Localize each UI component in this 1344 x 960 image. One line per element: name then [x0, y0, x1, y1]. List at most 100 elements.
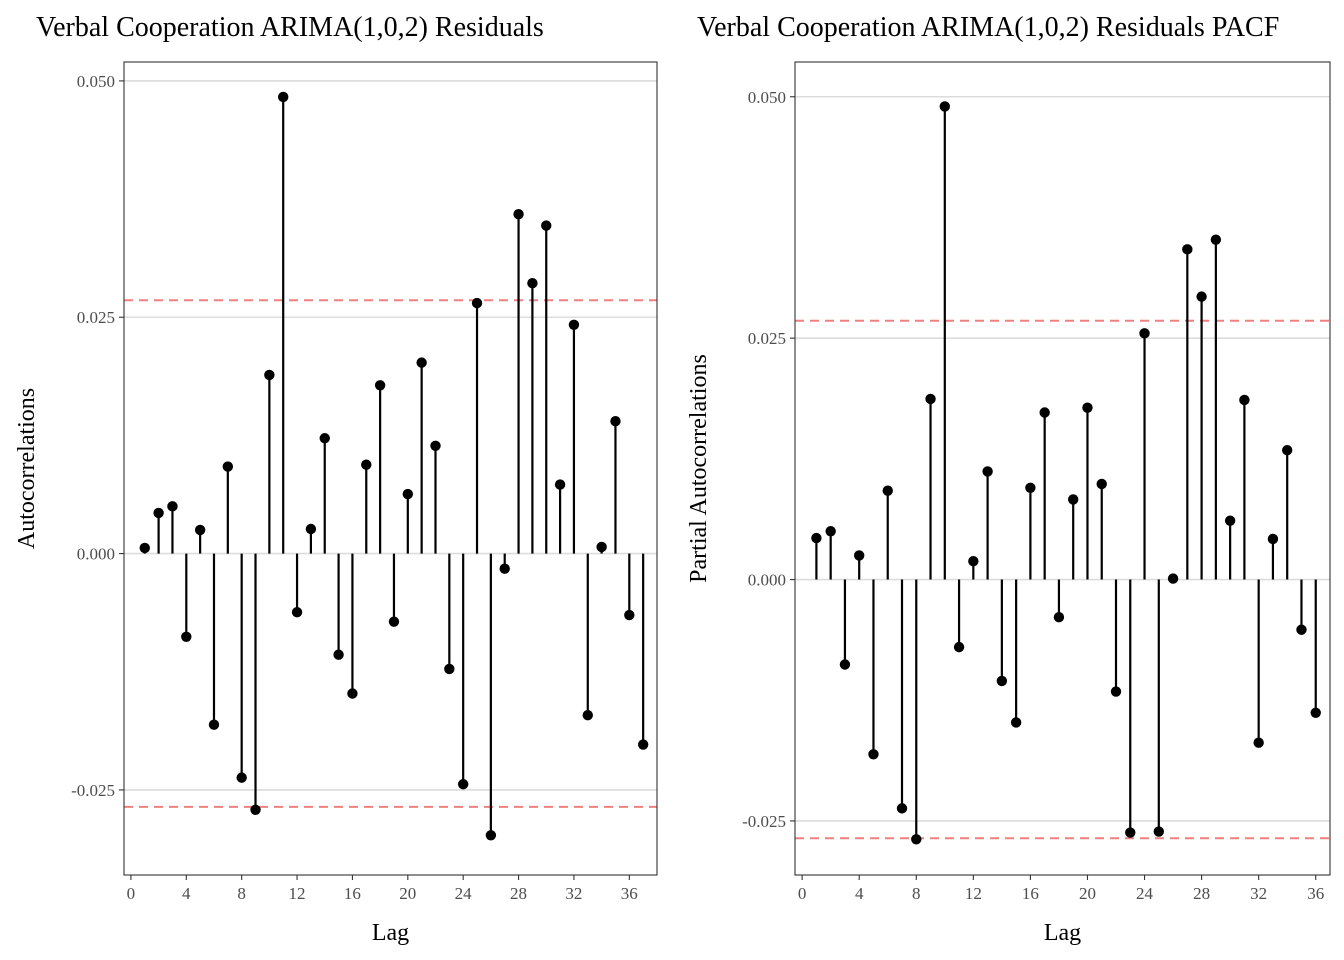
x-tick-label: 24: [455, 884, 473, 903]
point-lag-28: [513, 209, 524, 220]
point-lag-9: [925, 393, 936, 405]
x-tick-label: 4: [182, 884, 191, 903]
y-axis-title: Partial Autocorrelations: [686, 354, 712, 583]
point-lag-27: [1182, 244, 1193, 255]
point-lag-11: [278, 91, 289, 103]
point-lag-7: [896, 803, 908, 814]
x-axis-title: Lag: [372, 920, 409, 946]
x-tick-label: 32: [1250, 884, 1267, 903]
point-lag-19: [1068, 494, 1079, 505]
point-lag-16: [1025, 482, 1036, 494]
point-lag-21: [1096, 478, 1107, 490]
x-tick-label: 36: [1307, 884, 1324, 903]
point-lag-35: [610, 416, 621, 427]
x-axis-title: Lag: [1044, 920, 1081, 946]
point-lag-9: [250, 804, 261, 815]
x-tick-label: 16: [344, 884, 361, 903]
y-tick-label: -0.025: [71, 781, 115, 800]
x-tick-label: 28: [510, 884, 527, 903]
y-tick-label: 0.025: [77, 308, 115, 327]
point-lag-33: [1267, 533, 1279, 545]
point-lag-8: [236, 772, 247, 783]
point-lag-1: [811, 532, 822, 544]
chart-title: Verbal Cooperation ARIMA(1,0,2) Residual…: [697, 12, 1279, 43]
point-lag-22: [430, 440, 441, 452]
point-lag-15: [1010, 717, 1022, 728]
point-lag-8: [911, 834, 922, 845]
x-tick-label: 20: [1079, 884, 1096, 903]
point-lag-18: [1053, 611, 1065, 623]
point-lag-32: [1253, 737, 1264, 748]
plot-frame: [794, 61, 1331, 876]
point-lag-13: [305, 523, 317, 535]
point-lag-14: [319, 433, 330, 444]
point-lag-30: [541, 220, 552, 231]
point-lag-1: [139, 542, 150, 554]
point-lag-3: [167, 501, 178, 512]
x-tick-label: 28: [1193, 884, 1210, 903]
point-lag-36: [624, 609, 635, 621]
point-lag-13: [982, 466, 993, 477]
point-lag-15: [333, 649, 344, 660]
point-lag-16: [347, 688, 358, 699]
point-lag-29: [1210, 234, 1222, 245]
point-lag-36: [1310, 707, 1321, 718]
point-lag-35: [1296, 624, 1307, 635]
point-lag-25: [1153, 826, 1165, 837]
x-tick-label: 36: [621, 884, 638, 903]
x-tick-label: 16: [1022, 884, 1039, 903]
x-tick-label: 12: [965, 884, 982, 903]
point-lag-20: [1082, 402, 1093, 413]
point-lag-6: [208, 719, 220, 730]
point-lag-23: [1125, 827, 1136, 838]
point-lag-3: [839, 659, 851, 670]
point-lag-2: [153, 507, 164, 519]
x-tick-label: 32: [565, 884, 582, 903]
point-lag-34: [596, 541, 607, 553]
y-tick-label: 0.050: [748, 88, 786, 107]
x-tick-label: 0: [127, 884, 136, 903]
point-lag-12: [968, 555, 979, 567]
point-lag-4: [181, 631, 192, 642]
point-lag-28: [1196, 291, 1207, 302]
y-tick-label: 0.025: [748, 329, 786, 348]
x-tick-label: 20: [399, 884, 416, 903]
x-tick-label: 8: [237, 884, 246, 903]
point-lag-31: [1239, 394, 1250, 406]
point-lag-2: [825, 526, 836, 537]
point-lag-30: [1224, 515, 1236, 526]
point-lag-33: [582, 710, 593, 721]
y-tick-label: -0.025: [742, 812, 786, 831]
point-lag-24: [457, 779, 469, 790]
x-tick-label: 24: [1136, 884, 1154, 903]
point-lag-23: [444, 663, 455, 675]
point-lag-18: [374, 380, 386, 391]
panel-1: Verbal Cooperation ARIMA(1,0,2) Residual…: [14, 12, 658, 946]
point-lag-5: [868, 749, 879, 760]
point-lag-21: [416, 357, 427, 368]
point-lag-29: [527, 278, 538, 289]
panel-2: Verbal Cooperation ARIMA(1,0,2) Residual…: [686, 12, 1331, 946]
chart-title: Verbal Cooperation ARIMA(1,0,2) Residual…: [36, 12, 544, 43]
x-tick-label: 4: [855, 884, 864, 903]
point-lag-11: [953, 641, 965, 653]
point-lag-37: [637, 739, 649, 750]
y-axis-title: Autocorrelations: [14, 388, 40, 549]
y-tick-label: 0.050: [77, 72, 115, 91]
plot-frame: [123, 61, 658, 876]
y-tick-label: 0.000: [77, 545, 115, 564]
point-lag-7: [222, 461, 234, 472]
point-lag-20: [402, 488, 414, 500]
y-tick-label: 0.000: [748, 571, 786, 590]
point-lag-17: [1039, 407, 1050, 418]
point-lag-17: [361, 459, 372, 470]
point-lag-5: [194, 524, 206, 536]
point-lag-22: [1110, 686, 1122, 697]
x-tick-label: 0: [798, 884, 807, 903]
point-lag-26: [485, 830, 497, 841]
point-lag-31: [554, 479, 566, 490]
point-lag-32: [568, 319, 580, 331]
point-lag-6: [882, 485, 893, 496]
x-tick-label: 8: [912, 884, 921, 903]
